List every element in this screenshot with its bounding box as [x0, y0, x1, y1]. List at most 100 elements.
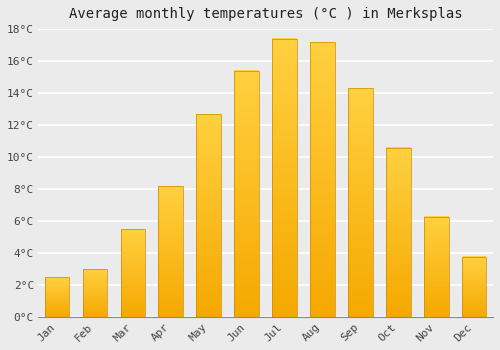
Bar	[310, 52, 335, 56]
Bar	[196, 215, 221, 218]
Bar	[158, 233, 183, 235]
Bar	[310, 214, 335, 218]
Bar	[272, 101, 297, 105]
Bar	[158, 194, 183, 196]
Bar	[272, 181, 297, 185]
Bar	[462, 261, 486, 263]
Bar	[44, 281, 70, 282]
Bar	[310, 262, 335, 266]
Bar	[234, 200, 259, 203]
Bar	[424, 233, 448, 234]
Bar	[272, 87, 297, 91]
Bar	[196, 144, 221, 147]
Bar	[424, 238, 448, 239]
Bar	[424, 306, 448, 307]
Bar	[348, 157, 372, 160]
Bar	[234, 265, 259, 268]
Bar	[120, 315, 145, 316]
Bar	[158, 288, 183, 289]
Bar	[272, 119, 297, 122]
Bar	[272, 209, 297, 213]
Bar	[120, 259, 145, 260]
Bar	[462, 263, 486, 264]
Bar	[348, 108, 372, 111]
Bar	[462, 316, 486, 317]
Title: Average monthly temperatures (°C ) in Merksplas: Average monthly temperatures (°C ) in Me…	[69, 7, 462, 21]
Bar	[120, 314, 145, 315]
Bar	[82, 310, 108, 311]
Bar	[234, 286, 259, 290]
Bar	[272, 139, 297, 143]
Bar	[424, 217, 448, 317]
Bar	[158, 302, 183, 304]
Bar	[234, 132, 259, 135]
Bar	[462, 288, 486, 289]
Bar	[120, 308, 145, 310]
Bar	[462, 265, 486, 266]
Bar	[120, 272, 145, 273]
Bar	[158, 186, 183, 188]
Bar	[234, 277, 259, 280]
Bar	[386, 249, 410, 252]
Bar	[196, 160, 221, 162]
Bar	[424, 301, 448, 302]
Bar	[348, 234, 372, 237]
Bar	[424, 263, 448, 265]
Bar	[82, 303, 108, 304]
Bar	[310, 138, 335, 142]
Bar	[272, 219, 297, 223]
Bar	[272, 240, 297, 244]
Bar	[234, 114, 259, 117]
Bar	[348, 142, 372, 146]
Bar	[348, 120, 372, 123]
Bar	[386, 279, 410, 281]
Bar	[348, 306, 372, 309]
Bar	[348, 117, 372, 120]
Bar	[120, 262, 145, 264]
Bar	[234, 234, 259, 237]
Bar	[462, 272, 486, 273]
Bar	[158, 274, 183, 277]
Bar	[158, 214, 183, 216]
Bar	[310, 293, 335, 297]
Bar	[158, 252, 183, 253]
Bar	[196, 172, 221, 175]
Bar	[44, 287, 70, 288]
Bar	[386, 245, 410, 247]
Bar	[234, 289, 259, 293]
Bar	[310, 296, 335, 300]
Bar	[462, 257, 486, 258]
Bar	[348, 137, 372, 140]
Bar	[348, 214, 372, 217]
Bar	[462, 298, 486, 299]
Bar	[82, 296, 108, 297]
Bar	[386, 194, 410, 196]
Bar	[462, 302, 486, 303]
Bar	[310, 141, 335, 145]
Bar	[120, 247, 145, 248]
Bar	[386, 186, 410, 188]
Bar	[44, 285, 70, 286]
Bar	[424, 303, 448, 305]
Bar	[196, 134, 221, 137]
Bar	[196, 175, 221, 177]
Bar	[310, 314, 335, 317]
Bar	[158, 243, 183, 245]
Bar	[82, 308, 108, 309]
Bar	[386, 304, 410, 307]
Bar	[234, 280, 259, 284]
Bar	[386, 183, 410, 186]
Bar	[348, 114, 372, 117]
Bar	[348, 131, 372, 134]
Bar	[44, 298, 70, 299]
Bar	[82, 316, 108, 317]
Bar	[158, 298, 183, 300]
Bar	[196, 116, 221, 119]
Bar	[424, 257, 448, 258]
Bar	[196, 142, 221, 145]
Bar	[424, 281, 448, 282]
Bar	[44, 293, 70, 294]
Bar	[196, 124, 221, 127]
Bar	[462, 257, 486, 317]
Bar	[234, 74, 259, 77]
